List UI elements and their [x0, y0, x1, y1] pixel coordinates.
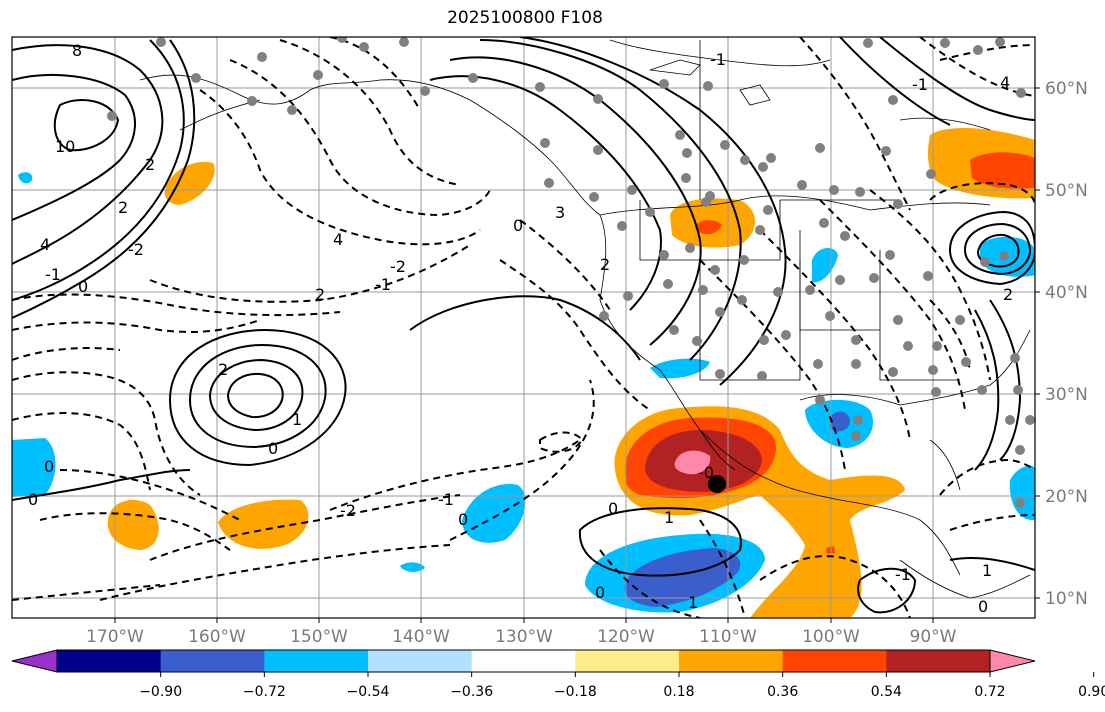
- lat-label: 40°N: [1045, 283, 1088, 303]
- colorbar-tick-label: −0.36: [450, 684, 493, 700]
- colorbar-tick-label: −0.90: [139, 684, 182, 700]
- solid-contours: [12, 37, 1035, 614]
- contour-label: 2: [118, 198, 128, 217]
- contour-label: 0: [595, 583, 605, 602]
- positive-region-pink: [674, 450, 711, 475]
- colorbar-swatch: [471, 650, 576, 672]
- lon-label: 130°W: [495, 627, 553, 647]
- positive-patch-alaska: [164, 161, 215, 205]
- colorbar-swatch: [368, 650, 473, 672]
- map-area: 8 10 4 2 2 0 -1 -2 4 -2 -1 2 0 3 2 0 2 1…: [12, 37, 1035, 618]
- negative-region-blue: [624, 548, 741, 607]
- contour-label: 0: [978, 597, 988, 616]
- colorbar-swatch: [782, 650, 887, 672]
- negative-patch-pacific-small: [400, 562, 425, 572]
- colorbar-tick-label: 0.54: [871, 684, 902, 700]
- contour-label: 1: [664, 508, 674, 527]
- contour-label: -0: [698, 463, 714, 482]
- lon-label: 150°W: [290, 627, 348, 647]
- contour-label: 4: [1000, 73, 1010, 92]
- colorbar-tick-label: 0.18: [663, 684, 694, 700]
- lon-label: 100°W: [802, 627, 860, 647]
- colorbar-swatch: [886, 650, 991, 672]
- contour-label: 1: [688, 593, 698, 612]
- contour-label: 1: [292, 410, 302, 429]
- colorbar-tick-label: 0.90: [1078, 684, 1105, 700]
- contour-label: 2: [145, 155, 155, 174]
- contour-label: -1: [45, 265, 61, 284]
- negative-patch-baja: [650, 358, 710, 379]
- positive-patch-canada-red: [695, 220, 722, 235]
- lon-label: 170°W: [86, 627, 144, 647]
- contour-label: 1: [982, 561, 992, 580]
- colorbar: −0.90 −0.72 −0.54 −0.36 −0.18 0.18 0.36 0.54 0.7…: [11, 649, 1105, 700]
- colorbar-tick-label: −0.72: [243, 684, 286, 700]
- negative-patch-west: [12, 438, 56, 497]
- contour-label: 0: [268, 439, 278, 458]
- lon-label: 90°W: [910, 627, 957, 647]
- colorbar-tick-label: 0.72: [974, 684, 1005, 700]
- colorbar-swatch: [264, 650, 369, 672]
- latitude-labels: 60°N 50°N 40°N 30°N 20°N 10°N: [1035, 79, 1088, 609]
- colorbar-swatch: [679, 650, 784, 672]
- lat-label: 20°N: [1045, 487, 1088, 507]
- contour-label: 8: [72, 41, 82, 60]
- contour-label: -1: [895, 565, 911, 584]
- contour-label: 4: [40, 235, 50, 254]
- contour-label: -1: [438, 490, 454, 509]
- lon-label: 140°W: [392, 627, 450, 647]
- storm-center-marker: [708, 475, 726, 493]
- contour-label: -2: [340, 501, 356, 520]
- lat-label: 60°N: [1045, 79, 1088, 99]
- longitude-labels: 170°W 160°W 150°W 140°W 130°W 120°W 110°…: [86, 618, 957, 647]
- contour-label: 0: [458, 510, 468, 529]
- lon-label: 160°W: [188, 627, 246, 647]
- contour-labels: 8 10 4 2 2 0 -1 -2 4 -2 -1 2 0 3 2 0 2 1…: [28, 41, 1013, 616]
- contour-label: 10: [55, 137, 75, 156]
- contour-label: 2: [315, 285, 325, 304]
- contour-label: 0: [608, 499, 618, 518]
- contour-label: 0: [513, 216, 523, 235]
- contour-label: 4: [333, 230, 343, 249]
- positive-patch-pacific-west: [107, 500, 159, 550]
- lon-label: 120°W: [597, 627, 655, 647]
- contour-label: 0: [78, 277, 88, 296]
- lat-label: 50°N: [1045, 181, 1088, 201]
- negative-patch-gulf-inner: [830, 411, 850, 432]
- colorbar-tick-label: −0.54: [347, 684, 390, 700]
- contour-label: -1: [375, 275, 391, 294]
- contour-label: -1: [912, 75, 928, 94]
- lon-label: 110°W: [699, 627, 757, 647]
- contour-label: -2: [390, 257, 406, 276]
- colorbar-swatch: [160, 650, 265, 672]
- contour-label: 0: [28, 490, 38, 509]
- colorbar-tick-label: 0.36: [767, 684, 798, 700]
- lat-label: 30°N: [1045, 385, 1088, 405]
- colorbar-extend-max: [989, 649, 1036, 673]
- negative-patch-tiny: [18, 172, 33, 184]
- positive-patch-northeast-red: [970, 152, 1035, 189]
- colorbar-tick-label: −0.18: [554, 684, 597, 700]
- lat-label: 10°N: [1045, 589, 1088, 609]
- coastlines: [139, 39, 1031, 599]
- colorbar-extend-min: [11, 649, 58, 673]
- station-dots: [107, 37, 1035, 508]
- contour-label: -1: [710, 50, 726, 69]
- contour-label: 2: [218, 360, 228, 379]
- negative-patch-southeast: [1009, 465, 1035, 521]
- colorbar-swatch: [575, 650, 680, 672]
- contour-label: 3: [555, 203, 565, 222]
- colorbar-swatch: [57, 650, 162, 672]
- contour-label: 2: [600, 255, 610, 274]
- contour-label: 2: [1003, 285, 1013, 304]
- positive-patch-pacific-central: [218, 499, 309, 549]
- negative-patch-central: [462, 484, 526, 543]
- contour-label: 0: [44, 457, 54, 476]
- map-title: 2025100800 F108: [447, 8, 603, 28]
- dashed-contours: [12, 37, 1035, 618]
- contour-label: -2: [128, 240, 144, 259]
